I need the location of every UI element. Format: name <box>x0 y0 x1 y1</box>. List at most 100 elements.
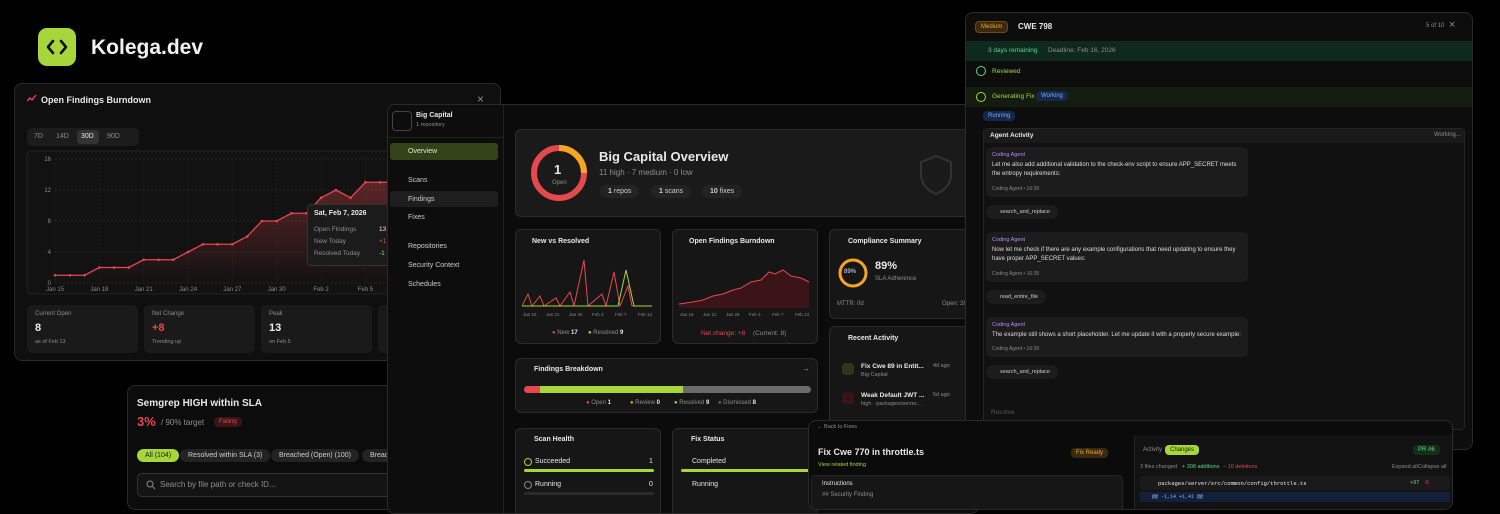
related-link[interactable]: View related finding <box>818 462 866 468</box>
tooltip-date: Sat, Feb 7, 2026 <box>314 210 367 217</box>
legend-dot: ● <box>586 400 592 406</box>
tab-label: 30D <box>81 133 94 140</box>
stat-label: Peak <box>269 311 283 317</box>
legend-value: 8 <box>752 400 756 406</box>
open-count: Open: 28 <box>942 301 967 307</box>
filter-chip[interactable]: All (104) <box>137 449 180 462</box>
nav-item[interactable]: Schedules <box>408 281 441 288</box>
legend-entry: ● Review 0 <box>630 400 660 406</box>
legend-dot: ● <box>674 400 680 406</box>
pr-badge[interactable]: PR #6 <box>1413 445 1440 455</box>
stat-chip: 1 scans <box>651 185 692 198</box>
nav-item[interactable]: Repositories <box>408 243 447 250</box>
legend-name: Review <box>635 400 655 406</box>
activity-title[interactable]: Weak Default JWT ... <box>861 392 925 399</box>
progress <box>524 492 654 495</box>
resolve[interactable]: Resolve <box>991 409 1015 416</box>
point <box>290 211 293 215</box>
collapse[interactable]: Collapse all <box>1418 464 1447 470</box>
running-badge: Running <box>983 111 1016 121</box>
line <box>55 181 395 276</box>
file-additions: +97 <box>1410 480 1420 486</box>
tooltip-label: Open Findings <box>314 226 357 233</box>
message-bubble: Coding Agent Now let me check if there ar… <box>986 232 1248 282</box>
nav-item[interactable]: Fixes <box>408 214 425 221</box>
step-label[interactable]: Generating Fix <box>992 93 1035 100</box>
close-button[interactable]: × <box>477 92 485 106</box>
filter-chip[interactable]: Breached (Open) (100) <box>271 449 359 462</box>
point <box>334 188 338 192</box>
file-deletions: -6 <box>1424 480 1429 486</box>
tab[interactable]: 14D <box>56 133 69 140</box>
tab-active[interactable]: Changes <box>1165 445 1200 455</box>
tab-active[interactable]: 30D <box>77 130 99 144</box>
point <box>231 242 234 246</box>
message-bubble: Coding Agent The example still shows a sh… <box>986 317 1248 357</box>
instructions-label: Instructions <box>822 481 853 487</box>
tab[interactable]: 90D <box>107 133 120 140</box>
x-tick-label: Feb 3 <box>749 312 761 317</box>
tab[interactable]: 7D <box>34 133 43 140</box>
activity-title[interactable]: Fix Cwe 89 in Entit... <box>861 363 924 370</box>
tab[interactable]: Activity <box>1143 447 1163 453</box>
compliance-value: 89% <box>875 260 898 272</box>
legend-entry: ● Resolved 9 <box>674 400 709 406</box>
tooltip-label: New Today <box>314 238 347 245</box>
nav-hover <box>390 191 498 207</box>
finding-panel: Medium CWE 798 5 of 10 × 3 days remainin… <box>965 12 1473 450</box>
message-author: Coding Agent <box>992 237 1026 243</box>
legend-value: 9 <box>619 330 624 336</box>
message-author: Coding Agent <box>992 322 1026 328</box>
legend-entry: ● Open 1 <box>586 400 611 406</box>
net-change: Net change: +8 <box>701 330 746 337</box>
back-link[interactable]: ← Back to Fixes <box>817 424 858 430</box>
close-button[interactable]: × <box>1449 19 1456 31</box>
nav-label: Overview <box>408 148 438 155</box>
stat-note: as of Feb 13 <box>35 339 66 345</box>
instructions-box: Instructions ## Security Finding <box>811 475 1123 509</box>
back-label: Back to Fixes <box>824 424 858 430</box>
filter-chip[interactable]: Resolved within SLA (3) <box>180 449 271 462</box>
sla-target: / 90% target <box>161 418 205 427</box>
legend-name: Open <box>591 400 606 406</box>
row-label: Running <box>692 481 719 488</box>
status-badge: Failing <box>214 417 242 427</box>
activity-time: 4d ago <box>933 363 950 369</box>
activity-icon <box>842 363 854 375</box>
x-tick-label: Feb 2 <box>313 287 329 293</box>
fix-panel: ← Back to Fixes Fix Cwe 770 in throttle.… <box>808 420 1453 510</box>
breakdown-bar <box>524 386 811 393</box>
fix-title: Fix Cwe 770 in throttle.ts <box>818 447 925 457</box>
chip-count: 10 <box>710 188 718 195</box>
arrow[interactable]: → <box>802 364 810 373</box>
nav-active[interactable]: Overview <box>390 143 498 160</box>
stat-card: Peak 13 on Feb 5 <box>261 305 372 353</box>
nav-item[interactable]: Scans <box>408 177 428 184</box>
step-label[interactable]: Reviewed <box>992 68 1021 75</box>
message-bubble: Coding Agent Let me also add additional v… <box>986 147 1248 197</box>
agent-title: Agent Activity <box>990 132 1034 139</box>
tooltip-value: 13 <box>379 226 387 233</box>
nav-item[interactable]: Findings <box>408 196 435 203</box>
legend-value: 9 <box>705 400 710 406</box>
x-tick-label: Jan 21 <box>135 287 154 293</box>
point <box>157 258 160 262</box>
point <box>275 219 279 223</box>
point <box>319 196 323 200</box>
activity-time: 5d ago <box>933 392 950 398</box>
additions: + 308 additions <box>1182 464 1220 470</box>
overview-card: 1 Open Big Capital Overview 11 high · 7 … <box>515 129 975 217</box>
legend-entry: ● New 17 <box>552 330 578 336</box>
mini-chart <box>522 259 652 308</box>
panel-title: Open Findings Burndown <box>41 95 151 105</box>
x-tick-label: Jan 15 <box>523 312 537 317</box>
deletions: − 10 deletions <box>1223 464 1258 470</box>
nav-item[interactable]: Security Context <box>408 262 460 269</box>
card-title: Scan Health <box>534 436 575 443</box>
range-tabs: 7D 14D 30D 90D <box>27 128 139 146</box>
hunk: @@ -1,14 +1,41 @@ <box>1152 494 1204 500</box>
search-icon <box>146 480 156 490</box>
file-row[interactable]: packages/server/src/common/config/thrott… <box>1140 476 1450 490</box>
step-icon <box>976 92 986 102</box>
expand[interactable]: Expand all <box>1392 464 1418 470</box>
